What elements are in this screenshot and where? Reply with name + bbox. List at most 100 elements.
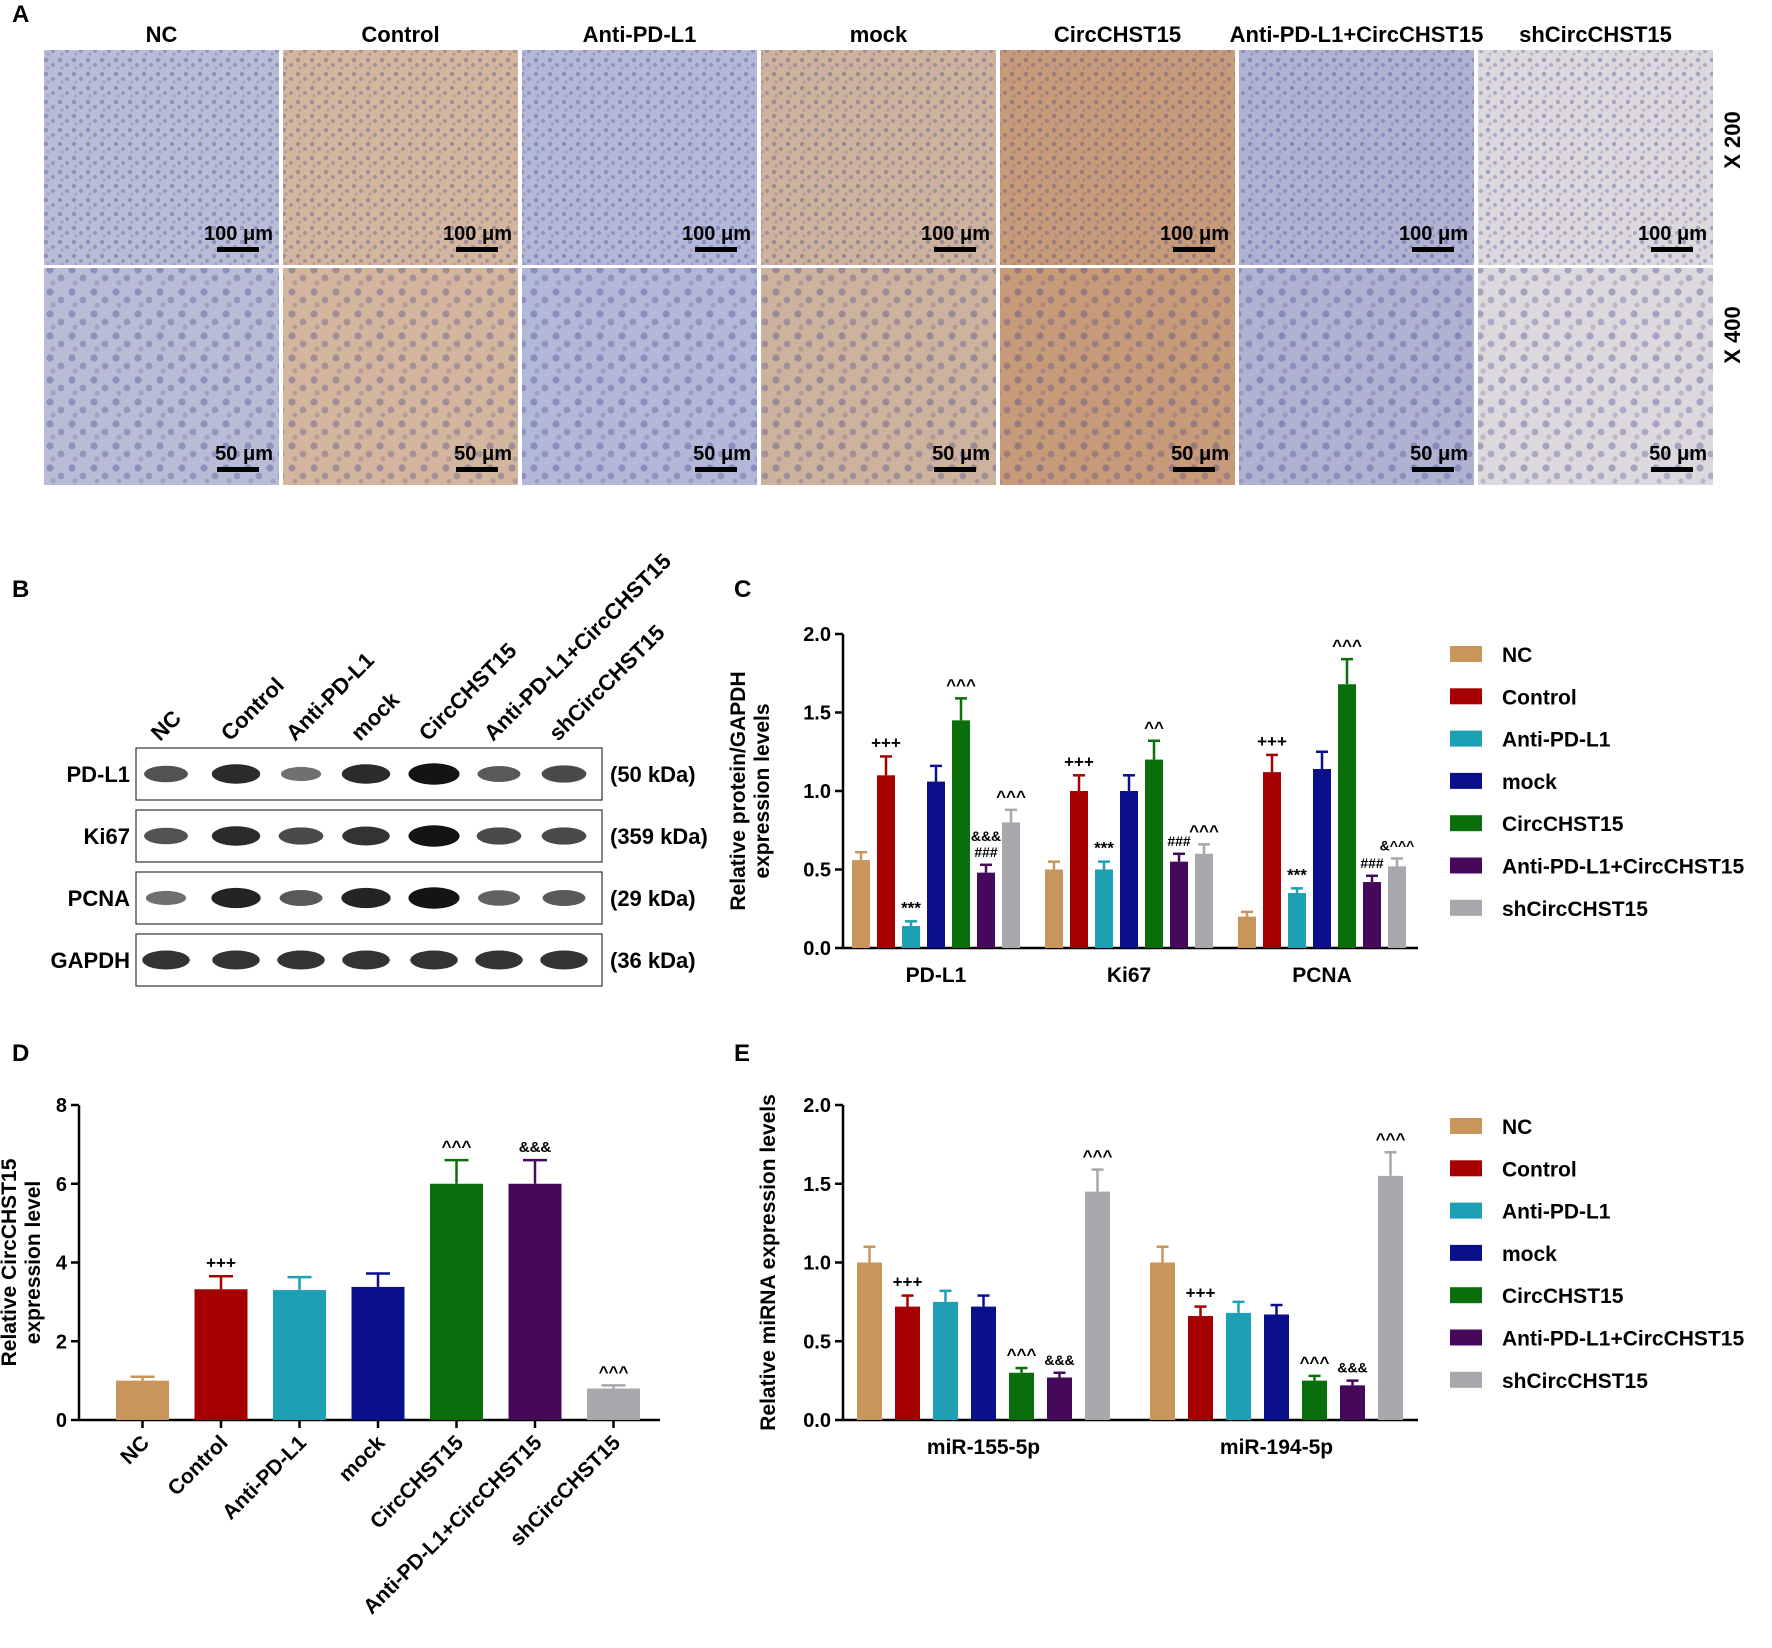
scalebar-label-shcircchst15-row2: 50 μm [1649, 443, 1707, 465]
legend-label-circchst15: CircCHST15 [1502, 1285, 1624, 1308]
significance-mir-194-5p-control: +++ [1186, 1284, 1216, 1303]
bar-pcna-circchst15 [1338, 684, 1356, 948]
panel-c: C 0.0 0.5 1.0 1.5 2.0 Relative protein/GAPDH e… [727, 576, 1744, 987]
y-tick-label: 1.0 [803, 781, 831, 803]
panel-d-label: D [12, 1040, 29, 1067]
bar-mir-194-5p-anti-pd-l1 [1226, 1312, 1251, 1420]
scalebar-label-anti-pd-l1-row1: 100 μm [682, 223, 751, 245]
micrograph-texture-circchst15-row2 [1000, 268, 1235, 485]
scalebar-shcircchst15-row2 [1651, 467, 1693, 472]
significance-ki67-shcircchst15: ^^^ [1189, 821, 1219, 840]
micrograph-texture-anti-pd-l1-row1 [522, 50, 757, 265]
bar-pcna-control [1263, 772, 1281, 948]
band-gapdh-circchst15 [410, 950, 458, 970]
protein-label-pd-l1: PD-L1 [66, 762, 130, 787]
magnification-row-1: X 200 [1720, 111, 1745, 169]
y-axis-title-line1: Relative miRNA expression levels [757, 1094, 780, 1431]
y-tick-label: 1.0 [803, 1253, 831, 1275]
y-tick-label: 0.5 [803, 860, 831, 882]
bar-pcna-mock [1313, 769, 1331, 948]
column-header-nc: NC [146, 22, 178, 47]
significance-pd-l1-circchst15: ^^^ [946, 675, 976, 694]
lane-label-shcircchst15: shCircCHST15 [544, 620, 670, 746]
protein-label-pcna: PCNA [68, 886, 130, 911]
legend-label-shcircchst15: shCircCHST15 [1502, 898, 1648, 921]
band-gapdh-mock [342, 950, 390, 970]
band-gapdh-shcircchst15 [540, 950, 588, 970]
bar-mir-155-5p-mock [971, 1306, 996, 1420]
band-ki67-control [211, 826, 261, 846]
bar-pcna-nc [1238, 916, 1256, 948]
y-axis-title-line1: Relative protein/GAPDH [727, 671, 750, 910]
band-pd-l1-anti-pd-l1-circchst15 [477, 766, 521, 782]
band-ki67-anti-pd-l1 [278, 827, 324, 845]
significance-mir-194-5p-circchst15: ^^^ [1300, 1353, 1330, 1372]
band-gapdh-nc [142, 950, 190, 970]
bar-pd-l1-circchst15 [952, 720, 970, 948]
legend-swatch-anti-pd-l1 [1450, 730, 1482, 747]
legend-swatch-anti-pd-l1 [1450, 1202, 1482, 1219]
significance-pcna-anti-pd-l1-circchst15: ### [1360, 855, 1384, 871]
bar-ki67-anti-pd-l1-circchst15 [1170, 861, 1188, 948]
bar-mir-155-5p-anti-pd-l1-circchst15 [1047, 1377, 1072, 1420]
micrograph-texture-control-row2 [283, 268, 518, 485]
column-header-anti-pd-l1-circchst15: Anti-PD-L1+CircCHST15 [1230, 22, 1484, 47]
band-pd-l1-circchst15 [408, 763, 460, 785]
y-tick-label: 0 [56, 1410, 67, 1432]
x-category-mir-194-5p: miR-194-5p [1220, 1436, 1333, 1459]
significance-ki67-control: +++ [1064, 752, 1094, 771]
bar-pcna-shcircchst15 [1388, 866, 1406, 948]
bar-ki67-control [1070, 791, 1088, 948]
bar-mir-194-5p-control [1188, 1316, 1213, 1420]
scalebar-label-control-row2: 50 μm [454, 443, 512, 465]
panel-a-micrographs: 100 μm 50 μm 100 μm 50 μm 100 μm 50 μm 100 μm 5… [44, 50, 1713, 485]
legend-label-anti-pd-l1: Anti-PD-L1 [1502, 1201, 1611, 1224]
legend-swatch-nc [1450, 646, 1482, 662]
bar-mir-155-5p-circchst15 [1009, 1372, 1034, 1420]
column-header-mock: mock [850, 22, 908, 47]
legend-label-mock: mock [1502, 1243, 1557, 1266]
scalebar-label-mock-row1: 100 μm [921, 223, 990, 245]
bar-ki67-mock [1120, 791, 1138, 948]
significance-mir-155-5p-control: +++ [893, 1273, 923, 1292]
band-pd-l1-anti-pd-l1 [280, 766, 322, 782]
bar-mir-194-5p-shcircchst15 [1378, 1175, 1403, 1420]
micrograph-texture-anti-pd-l1-row2 [522, 268, 757, 485]
protein-label-gapdh: GAPDH [51, 948, 130, 973]
column-header-shcircchst15: shCircCHST15 [1519, 22, 1672, 47]
column-header-control: Control [361, 22, 439, 47]
legend-label-nc: NC [1502, 644, 1532, 667]
y-tick-label: 1.5 [803, 703, 831, 725]
band-pcna-circchst15 [408, 887, 460, 909]
band-gapdh-anti-pd-l1 [277, 950, 325, 970]
micrograph-texture-mock-row1 [761, 50, 996, 265]
bar-mir-194-5p-nc [1150, 1262, 1175, 1420]
micrograph-texture-control-row1 [283, 50, 518, 265]
bar-control [194, 1289, 248, 1420]
scalebar-label-anti-pd-l1-row2: 50 μm [693, 443, 751, 465]
bar-mir-155-5p-anti-pd-l1 [933, 1301, 958, 1420]
band-ki67-mock [342, 826, 390, 846]
bar-mir-194-5p-circchst15 [1302, 1380, 1327, 1420]
significance-ki67-anti-pd-l1: *** [1094, 839, 1114, 858]
scalebar-label-nc-row2: 50 μm [215, 443, 273, 465]
significance-mir-155-5p-shcircchst15: ^^^ [1083, 1147, 1113, 1166]
bar-pd-l1-anti-pd-l1 [902, 926, 920, 948]
chart-c: 0.0 0.5 1.0 1.5 2.0 Relative protein/GAPDH exp… [727, 624, 1418, 987]
legend-swatch-circchst15 [1450, 815, 1482, 832]
scalebar-label-control-row1: 100 μm [443, 223, 512, 245]
band-pcna-nc [145, 890, 187, 906]
micrograph-texture-shcircchst15-row2 [1478, 268, 1713, 485]
protein-label-ki67: Ki67 [84, 824, 130, 849]
bar-pd-l1-nc [852, 860, 870, 948]
significance-anti-pd-l1-circchst15: &&& [519, 1139, 552, 1156]
legend-swatch-control [1450, 1160, 1482, 1177]
bar-ki67-shcircchst15 [1195, 853, 1213, 948]
legend-swatch-mock [1450, 772, 1482, 789]
legend-label-anti-pd-l1-circchst15: Anti-PD-L1+CircCHST15 [1502, 1328, 1744, 1351]
scalebar-mock-row2 [934, 467, 976, 472]
kda-label-pcna: (29 kDa) [610, 886, 696, 911]
